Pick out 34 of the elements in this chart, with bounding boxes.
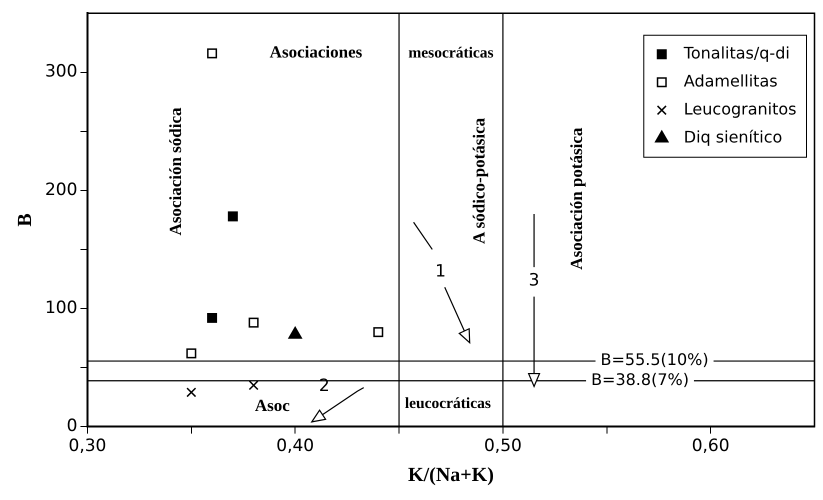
x-tick-label: 0,60 — [692, 436, 730, 456]
y-axis-title: B — [14, 213, 36, 227]
legend-label: Diq sienítico — [684, 127, 782, 146]
x-tick-label: 0,50 — [484, 436, 522, 456]
ref-line-label: B=38.8(7%) — [591, 370, 689, 389]
annotation: Asoc — [254, 396, 290, 415]
annotation: mesocráticas — [408, 44, 494, 62]
point — [228, 211, 238, 222]
point — [373, 327, 384, 338]
annotation: 2 — [318, 376, 330, 396]
point — [207, 312, 218, 323]
point — [248, 380, 259, 390]
annotation: Asociación sódica — [166, 106, 186, 236]
y-tick-label: 200 — [44, 180, 78, 200]
legend-label: Leucogranitos — [684, 99, 797, 118]
annotation: 1 — [435, 261, 446, 282]
point — [248, 318, 259, 328]
annotation: 3 — [528, 270, 540, 291]
x-axis-title: K/(Na+K) — [408, 464, 494, 486]
ref-line-label: B=55.5(10%) — [600, 350, 709, 370]
point — [186, 387, 196, 398]
y-tick-label: 100 — [44, 298, 78, 318]
point — [207, 48, 218, 58]
legend-label: Adamellitas — [684, 71, 778, 90]
annotation: Asociaciones — [270, 42, 363, 62]
annotation: A sódico-potásica — [469, 117, 488, 244]
point — [186, 348, 196, 358]
x-tick-label: 0,40 — [276, 436, 314, 456]
legend-label: Tonalitas/q-di — [682, 43, 790, 62]
annotation: Asociación potásica — [567, 127, 586, 270]
annotation: leucocráticas — [404, 395, 491, 412]
y-tick-label: 0 — [66, 416, 78, 436]
y-tick-label: 300 — [44, 62, 78, 82]
x-tick-label: 0,30 — [68, 436, 106, 456]
